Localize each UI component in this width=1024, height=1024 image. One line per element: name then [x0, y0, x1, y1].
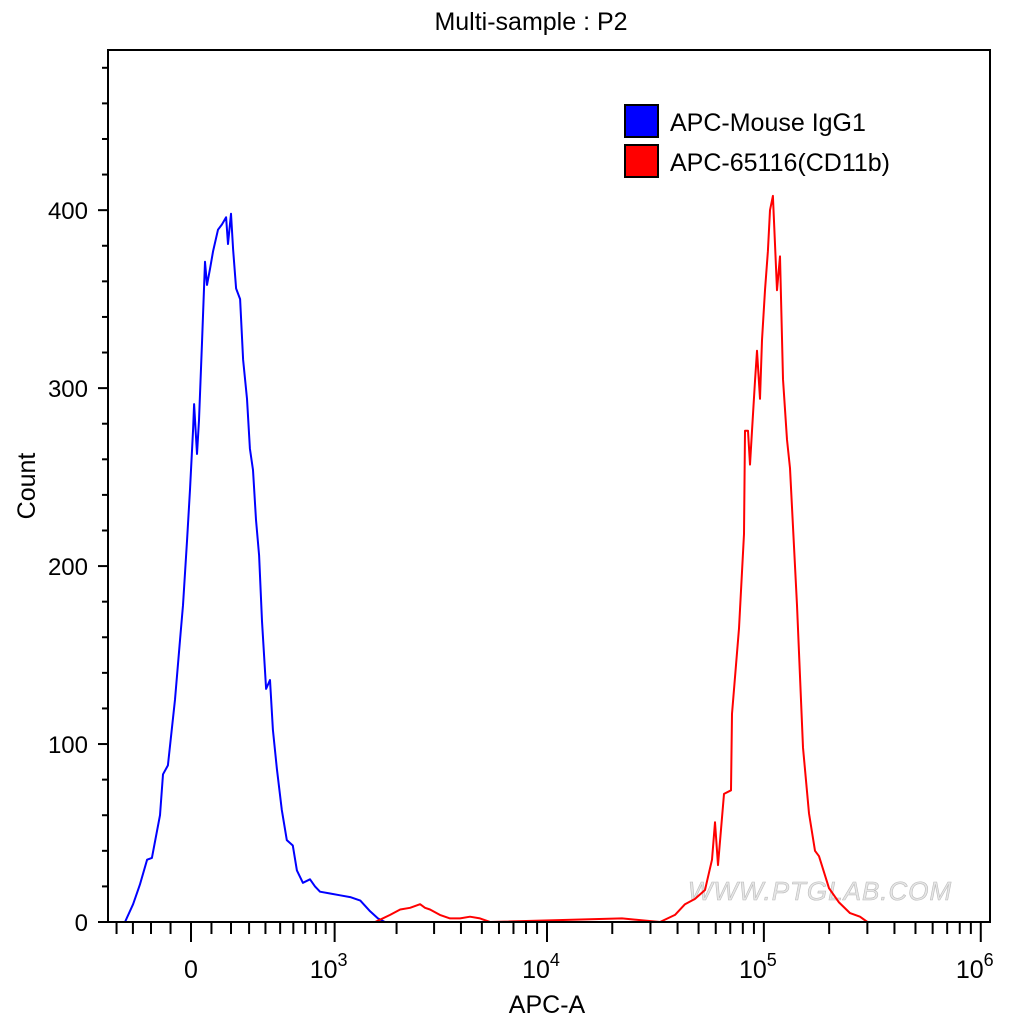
- x-tick-label: 104: [522, 950, 560, 984]
- plot-frame: [107, 49, 991, 923]
- series-line-1: [374, 194, 868, 923]
- y-tick-label: 100: [48, 732, 88, 759]
- series-line-0: [124, 212, 386, 923]
- y-tick-label: 200: [48, 554, 88, 581]
- x-tick-base: 10: [956, 956, 984, 984]
- x-tick-base: 0: [184, 956, 198, 984]
- chart-title: Multi-sample : P2: [434, 8, 627, 36]
- y-axis-label: Count: [13, 453, 41, 520]
- y-tick-label: 300: [48, 376, 88, 403]
- watermark: WWW.PTGLAB.COM: [688, 876, 952, 906]
- legend-swatch-1: [624, 144, 659, 178]
- legend-label-1: APC-65116(CD11b): [670, 149, 890, 177]
- x-tick-label: 103: [310, 950, 348, 984]
- x-tick-label: 106: [956, 950, 994, 984]
- x-tick-label: 105: [739, 950, 777, 984]
- x-tick-exponent: 3: [338, 950, 348, 970]
- x-tick-exponent: 6: [984, 950, 994, 970]
- x-tick-exponent: 4: [550, 950, 560, 970]
- x-tick-base: 10: [739, 956, 767, 984]
- x-axis-label: APC-A: [509, 991, 586, 1019]
- x-tick-base: 10: [310, 956, 338, 984]
- legend-swatch-0: [624, 104, 659, 138]
- y-tick-label: 400: [48, 198, 88, 225]
- x-tick-base: 10: [522, 956, 550, 984]
- legend: APC-Mouse IgG1 APC-65116(CD11b): [624, 104, 890, 178]
- x-tick-exponent: 5: [767, 950, 777, 970]
- y-tick-label: 0: [75, 910, 88, 937]
- x-tick-label: 0: [184, 956, 198, 984]
- legend-label-0: APC-Mouse IgG1: [670, 109, 866, 137]
